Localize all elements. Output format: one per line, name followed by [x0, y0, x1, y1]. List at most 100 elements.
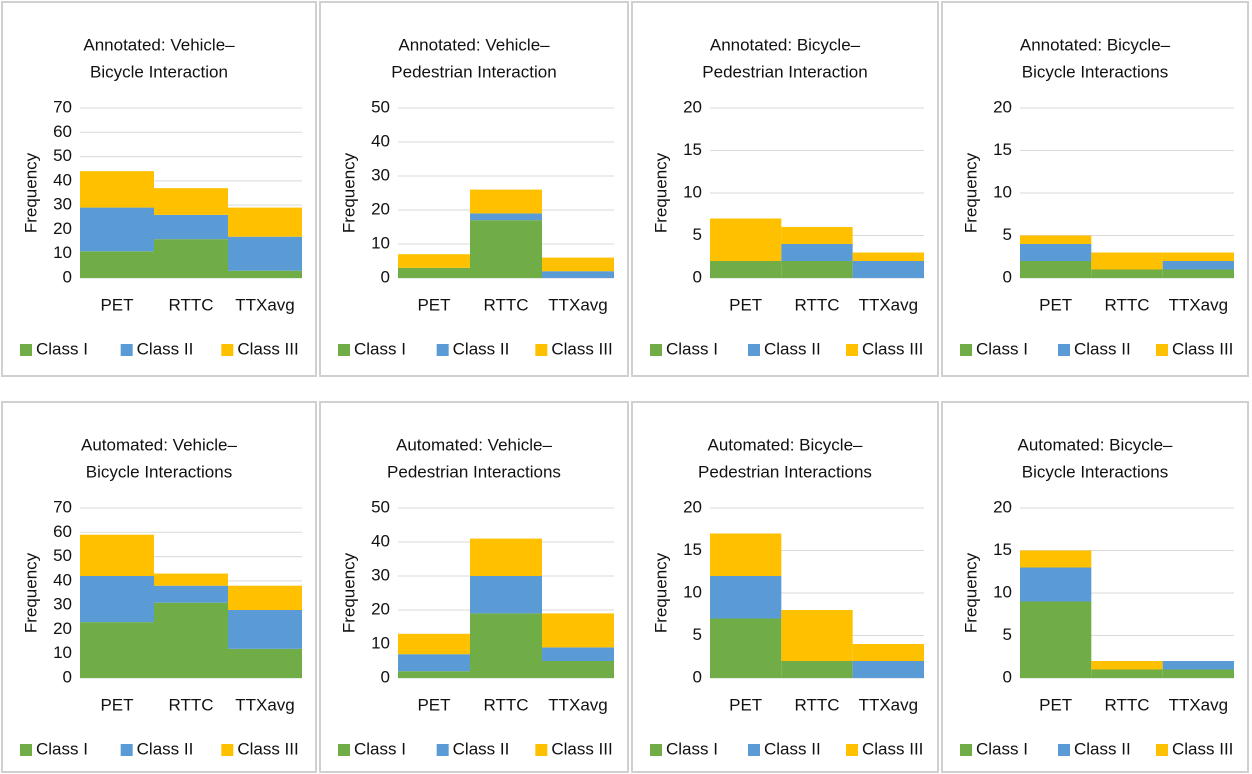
- bar-segment: [710, 261, 782, 278]
- y-tick-label: 0: [381, 267, 390, 286]
- y-tick-label: 20: [371, 599, 390, 618]
- chart-title: Bicycle Interactions: [86, 462, 232, 481]
- y-tick-label: 0: [693, 267, 702, 286]
- y-tick-label: 70: [53, 97, 72, 116]
- legend-label: Class III: [862, 339, 923, 358]
- y-tick-label: 20: [993, 497, 1012, 516]
- bar-segment: [1020, 601, 1092, 678]
- y-tick-label: 0: [381, 667, 390, 686]
- y-tick-label: 10: [993, 582, 1012, 601]
- y-tick-label: 20: [683, 97, 702, 116]
- legend-swatch: [1156, 744, 1168, 756]
- x-tick-label: RTTC: [483, 695, 528, 714]
- y-tick-label: 0: [693, 667, 702, 686]
- bar-segment: [470, 538, 542, 576]
- legend-label: Class I: [976, 339, 1028, 358]
- bar-segment: [80, 207, 154, 252]
- bar-segment: [80, 251, 154, 278]
- y-tick-label: 10: [993, 182, 1012, 201]
- bar-segment: [1020, 550, 1092, 568]
- bar-segment: [781, 227, 853, 244]
- legend-label: Class I: [36, 339, 88, 358]
- y-tick-label: 40: [53, 570, 72, 589]
- y-tick-label: 10: [53, 643, 72, 662]
- chart-title: Pedestrian Interactions: [698, 462, 872, 481]
- legend-swatch: [120, 344, 133, 356]
- y-tick-label: 60: [53, 122, 72, 141]
- legend-label: Class III: [551, 339, 612, 358]
- legend-label: Class III: [862, 739, 923, 758]
- legend-label: Class I: [36, 739, 88, 758]
- y-tick-label: 50: [53, 546, 72, 565]
- legend-swatch: [535, 744, 548, 756]
- x-tick-label: PET: [417, 695, 450, 714]
- panel-border: [631, 401, 939, 773]
- bar-segment: [1091, 269, 1163, 278]
- bar-segment: [154, 239, 228, 278]
- x-tick-label: RTTC: [168, 295, 213, 314]
- chart-title: Annotated: Bicycle–: [1020, 35, 1171, 54]
- bar-segment: [542, 647, 614, 661]
- legend-swatch: [436, 344, 449, 356]
- bar-segment: [398, 633, 470, 655]
- bar-segment: [542, 257, 614, 272]
- y-tick-label: 0: [1003, 267, 1012, 286]
- chart-title: Bicycle Interactions: [1022, 462, 1168, 481]
- bar-segment: [1162, 261, 1234, 270]
- chart-title: Pedestrian Interactions: [387, 462, 561, 481]
- x-tick-label: TTXavg: [1169, 695, 1229, 714]
- bar-segment: [1020, 244, 1092, 261]
- legend-swatch: [535, 344, 548, 356]
- y-tick-label: 30: [53, 195, 72, 214]
- y-tick-label: 50: [53, 146, 72, 165]
- legend-swatch: [338, 344, 350, 356]
- x-tick-label: RTTC: [1104, 695, 1149, 714]
- bar-segment: [228, 270, 302, 278]
- bar-segment: [228, 236, 302, 271]
- bar-segment: [154, 585, 228, 603]
- y-tick-label: 20: [993, 97, 1012, 116]
- bar-segment: [1020, 261, 1092, 278]
- legend-label: Class I: [354, 739, 406, 758]
- y-tick-label: 0: [1003, 667, 1012, 686]
- y-tick-label: 50: [371, 97, 390, 116]
- bar-segment: [542, 271, 614, 278]
- x-tick-label: PET: [729, 295, 762, 314]
- bar-segment: [154, 214, 228, 240]
- legend-label: Class II: [453, 739, 510, 758]
- y-tick-label: 5: [1003, 225, 1012, 244]
- y-tick-label: 30: [371, 565, 390, 584]
- chart-title: Pedestrian Interaction: [391, 62, 556, 81]
- y-tick-label: 15: [683, 140, 702, 159]
- y-tick-label: 0: [63, 267, 72, 286]
- legend-label: Class II: [137, 739, 194, 758]
- bar-segment: [228, 207, 302, 237]
- x-tick-label: PET: [417, 295, 450, 314]
- bar-segment: [1162, 661, 1234, 670]
- legend-label: Class II: [1074, 339, 1131, 358]
- bar-segment: [1020, 567, 1092, 602]
- y-tick-label: 15: [683, 540, 702, 559]
- bar-segment: [1091, 252, 1163, 270]
- bar-segment: [1091, 669, 1163, 678]
- y-tick-label: 40: [371, 131, 390, 150]
- x-tick-label: TTXavg: [1169, 295, 1229, 314]
- y-tick-label: 20: [371, 199, 390, 218]
- bar-segment: [852, 661, 924, 678]
- chart-title: Automated: Vehicle–: [81, 435, 237, 454]
- y-axis-label: Frequency: [651, 152, 670, 233]
- y-tick-label: 5: [693, 625, 702, 644]
- x-tick-label: TTXavg: [235, 695, 295, 714]
- chart-title: Bicycle Interaction: [90, 62, 228, 81]
- bar-segment: [470, 220, 542, 278]
- y-tick-label: 10: [371, 233, 390, 252]
- bar-segment: [398, 671, 470, 678]
- legend-swatch: [748, 744, 760, 756]
- y-tick-label: 0: [63, 667, 72, 686]
- bar-segment: [1162, 669, 1234, 678]
- y-tick-label: 30: [371, 165, 390, 184]
- bar-segment: [470, 213, 542, 221]
- x-tick-label: RTTC: [794, 695, 839, 714]
- legend-swatch: [1156, 344, 1168, 356]
